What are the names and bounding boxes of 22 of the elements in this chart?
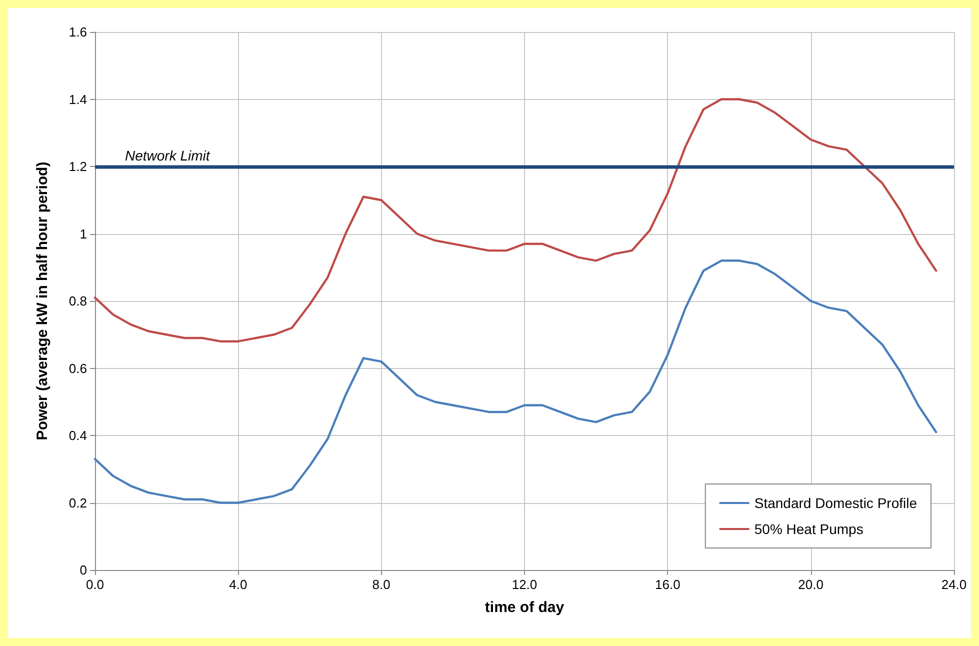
legend-label: 50% Heat Pumps (754, 521, 864, 537)
y-tick-label: 1.2 (68, 159, 87, 174)
x-tick-label: 0.0 (86, 577, 104, 592)
x-tick-label: 20.0 (798, 577, 824, 592)
x-tick-label: 12.0 (512, 577, 538, 592)
y-axis-title: Power (average kW in half hour period) (34, 162, 51, 440)
x-tick-label: 8.0 (372, 577, 390, 592)
x-axis-title: time of day (484, 599, 565, 616)
x-tick-label: 24.0 (941, 577, 967, 592)
y-tick-label: 1.6 (68, 24, 87, 40)
y-tick-label: 1 (80, 226, 87, 242)
y-tick-label: 0.6 (68, 360, 87, 376)
ref-line-label: Network Limit (125, 148, 211, 164)
x-tick-label: 16.0 (655, 577, 680, 592)
y-tick-label: 0.4 (68, 428, 87, 443)
y-tick-label: 0.8 (68, 294, 87, 308)
y-tick-label: 1.4 (68, 92, 87, 107)
line-series (94, 98, 938, 342)
x-tick-label: 4.0 (229, 577, 248, 592)
y-tick-label: 0.2 (68, 495, 87, 510)
y-tick-label: 0 (80, 562, 87, 578)
legend-label: Standard Domestic Profile (754, 495, 918, 511)
